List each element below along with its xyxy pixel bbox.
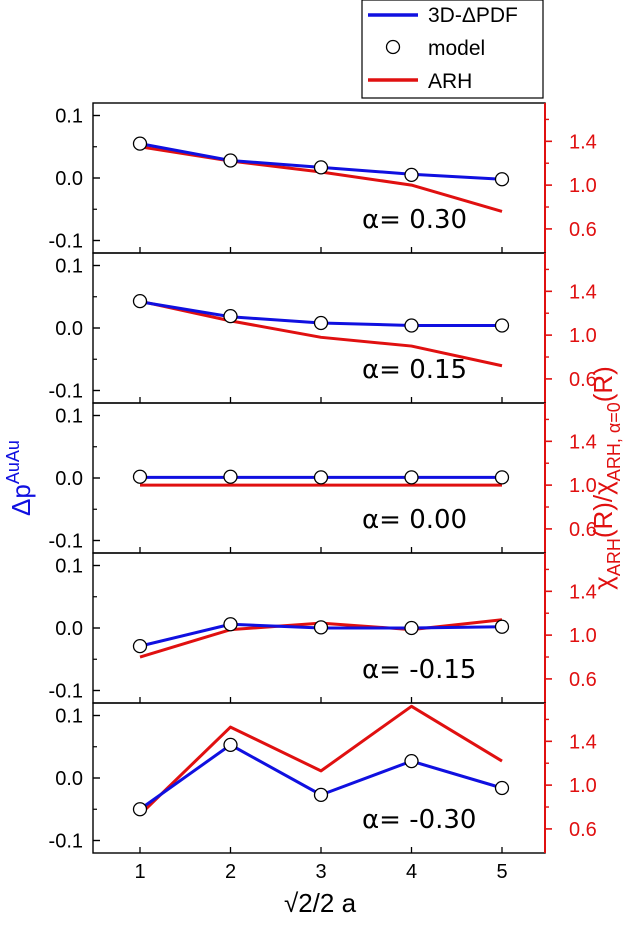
model-point bbox=[132, 802, 148, 817]
x-tick-label: 1 bbox=[134, 861, 145, 883]
legend-marker-model bbox=[385, 39, 401, 55]
left-tick-label: -0.1 bbox=[49, 831, 83, 853]
series-arh-line bbox=[139, 145, 503, 213]
panel-alpha-label: α= 0.30 bbox=[362, 205, 467, 235]
model-point bbox=[313, 470, 329, 485]
model-point bbox=[132, 136, 148, 151]
panel-4: 0.1 0.0 -0.1 1.4 1.0 0.6 α= -0.15 bbox=[49, 552, 597, 704]
panel-5: 0.1 0.0 -0.1 1.4 1.0 0.6 α= -0.30 bbox=[49, 702, 597, 854]
model-point bbox=[404, 167, 419, 183]
right-tick-label: 1.0 bbox=[569, 175, 597, 197]
panel-frame bbox=[92, 702, 546, 854]
model-point bbox=[223, 469, 238, 484]
left-tick-label: 0.1 bbox=[55, 256, 83, 278]
right-tick-label: 1.0 bbox=[569, 325, 597, 347]
right-tick-label: 1.4 bbox=[569, 131, 597, 153]
left-tick-label: 0.0 bbox=[55, 618, 83, 640]
panel-alpha-label: α= 0.00 bbox=[362, 505, 467, 535]
model-point bbox=[223, 308, 238, 324]
model-point bbox=[132, 638, 148, 654]
left-tick-label: 0.0 bbox=[55, 768, 83, 790]
model-point bbox=[223, 617, 238, 632]
series-arh-line bbox=[138, 704, 503, 816]
legend-label-model: model bbox=[428, 37, 485, 60]
x-axis-title: √2/2 a bbox=[284, 888, 357, 918]
panel-1: 0.1 0.0 -0.1 1.4 1.0 0.6 α= 0.30 bbox=[49, 102, 597, 254]
right-tick-label: 0.6 bbox=[569, 669, 597, 691]
model-point bbox=[494, 172, 510, 187]
model-point bbox=[223, 153, 238, 168]
right-tick-label: 0.6 bbox=[569, 819, 597, 841]
model-point bbox=[223, 737, 238, 753]
model-point bbox=[313, 160, 329, 175]
model-point bbox=[313, 620, 329, 635]
left-tick-label: -0.1 bbox=[49, 681, 83, 703]
series-arh-line bbox=[139, 299, 503, 368]
x-tick-label: 5 bbox=[496, 861, 507, 883]
left-tick-label: 0.1 bbox=[55, 406, 83, 428]
left-tick-label: 0.1 bbox=[55, 106, 83, 128]
model-point bbox=[494, 619, 510, 634]
panel-2: 0.1 0.0 -0.1 1.4 1.0 0.6 α= 0.15 bbox=[49, 252, 597, 404]
model-point bbox=[313, 787, 329, 803]
left-tick-label: 0.1 bbox=[55, 556, 83, 578]
right-tick-label: 1.4 bbox=[569, 731, 597, 753]
model-point bbox=[404, 620, 419, 636]
right-tick-label: 1.0 bbox=[569, 625, 597, 647]
right-tick-label: 1.4 bbox=[569, 581, 597, 603]
left-tick-label: -0.1 bbox=[49, 381, 83, 403]
left-tick-label: 0.0 bbox=[55, 318, 83, 340]
model-point bbox=[404, 753, 419, 769]
panel-alpha-label: α= -0.15 bbox=[362, 655, 476, 685]
right-tick-label: 1.4 bbox=[569, 431, 597, 453]
legend-label-arh: ARH bbox=[428, 70, 472, 93]
left-tick-label: 0.1 bbox=[55, 706, 83, 728]
panel-3: 0.1 0.0 -0.1 1.4 1.0 0.6 α= 0.00 bbox=[49, 402, 597, 554]
right-tick-label: 0.6 bbox=[569, 369, 597, 391]
panel-alpha-label: α= 0.15 bbox=[362, 355, 467, 385]
panels-layer: 0.1 0.0 -0.1 1.4 1.0 0.6 α= 0.30 0.1 0.0 -0.1 1.4 1… bbox=[49, 102, 597, 883]
model-point bbox=[132, 469, 148, 484]
x-tick-label: 2 bbox=[225, 861, 236, 883]
left-tick-label: -0.1 bbox=[49, 531, 83, 553]
right-tick-label: 0.6 bbox=[569, 519, 597, 541]
right-tick-label: 1.4 bbox=[569, 281, 597, 303]
right-tick-label: 1.0 bbox=[569, 475, 597, 497]
model-point bbox=[494, 470, 510, 485]
legend: 3D-ΔPDF model ARH bbox=[361, 0, 544, 99]
model-point bbox=[494, 780, 510, 796]
legend-label-pdf: 3D-ΔPDF bbox=[428, 4, 518, 27]
y-axis-title-left: ΔpAuAu bbox=[3, 440, 36, 516]
model-point bbox=[132, 293, 148, 309]
model-point bbox=[404, 470, 419, 485]
x-tick-label: 4 bbox=[406, 861, 417, 883]
model-point bbox=[404, 318, 419, 333]
model-point bbox=[313, 315, 329, 331]
right-tick-label: 1.0 bbox=[569, 775, 597, 797]
x-tick-label: 3 bbox=[315, 861, 326, 883]
left-tick-label: -0.1 bbox=[49, 231, 83, 253]
model-point bbox=[494, 318, 510, 333]
left-tick-label: 0.0 bbox=[55, 168, 83, 190]
y-axis-title-right: χARH(R)/χARH, α=0(R) bbox=[588, 366, 624, 590]
left-tick-label: 0.0 bbox=[55, 468, 83, 490]
panel-alpha-label: α= -0.30 bbox=[362, 805, 476, 835]
right-tick-label: 0.6 bbox=[569, 219, 597, 241]
